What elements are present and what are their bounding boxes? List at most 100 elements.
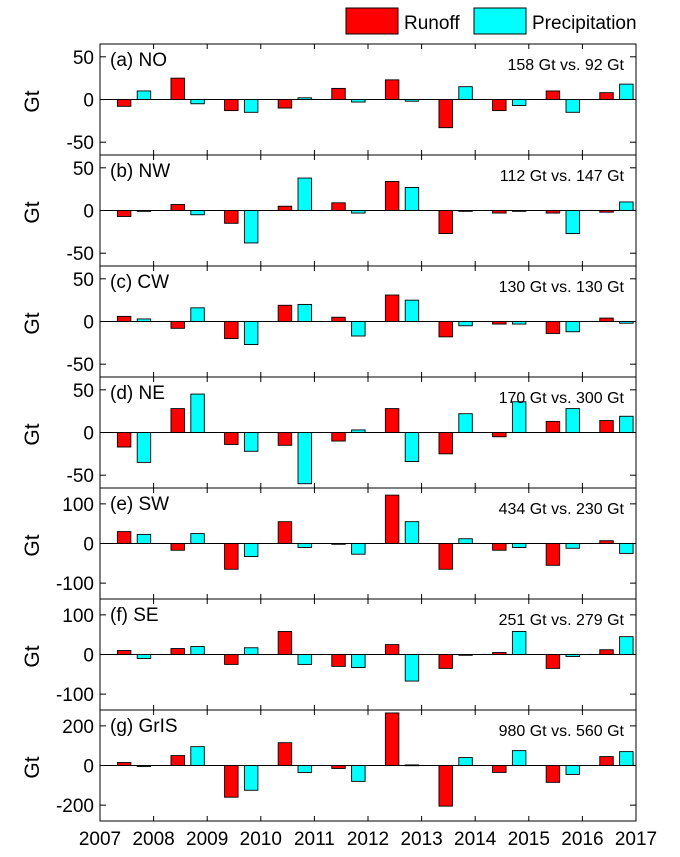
y-tick-label: 200 (62, 717, 94, 738)
runoff-bar (331, 316, 346, 322)
x-axis: 2007 2008 2009 2010 2011 2012 2013 2014 2015 2016… (79, 829, 657, 850)
precipitation-bar (565, 765, 580, 775)
y-tick-label: -100 (56, 685, 94, 706)
y-tick-label: 50 (73, 48, 94, 69)
precipitation-bar (190, 533, 205, 544)
runoff-bar (170, 408, 185, 433)
chart-panel: 50 0 -50 (d) NE 170 Gt vs. 300 Gt Gt (21, 376, 637, 489)
panel-annotation: 158 Gt vs. 92 Gt (508, 57, 625, 74)
precipitation-bar (243, 765, 259, 791)
y-axis-label: Gt (21, 756, 44, 778)
runoff-bar (224, 654, 239, 665)
precipitation-bar (297, 654, 312, 665)
precipitation-bar (619, 415, 634, 433)
runoff-bar (384, 644, 400, 655)
panel-annotation: 251 Gt vs. 279 Gt (499, 612, 625, 629)
y-axis-label: Gt (21, 90, 44, 112)
runoff-bar (492, 543, 507, 551)
chart-panel: 200 0 -200 (g) GrIS 980 Gt vs. 560 Gt Gt (21, 709, 637, 822)
runoff-bar (384, 494, 400, 544)
y-axis-label: Gt (21, 312, 44, 334)
chart-panels: 50 0 -50 (a) NO 158 Gt vs. 92 Gt Gt 50 0 -50 (b) … (21, 43, 637, 822)
precipitation-bar (136, 318, 152, 322)
precipitation-bar (404, 99, 420, 102)
runoff-bar (599, 420, 614, 433)
y-tick-label: 0 (83, 646, 94, 667)
legend-label-runoff: Runoff (404, 13, 460, 34)
runoff-bar (545, 543, 561, 566)
precipitation-bar (619, 543, 634, 554)
precipitation-bar (297, 303, 312, 322)
runoff-bar (438, 654, 453, 669)
precipitation-bar (190, 210, 205, 216)
precipitation-bar (619, 83, 634, 100)
precipitation-bar (190, 746, 205, 766)
precipitation-bar (297, 543, 312, 548)
precipitation-bar (136, 432, 152, 463)
runoff-bar (331, 432, 346, 442)
precipitation-bar (458, 538, 473, 544)
y-tick-label: 50 (73, 381, 94, 402)
y-tick-label: -50 (67, 466, 94, 487)
runoff-bar (545, 321, 561, 334)
precipitation-bar (351, 654, 366, 669)
runoff-bar (545, 210, 561, 214)
panel-label: (g) GrIS (110, 716, 178, 737)
precipitation-bar (511, 210, 527, 212)
runoff-bar (492, 765, 507, 773)
y-tick-label: 100 (62, 606, 94, 627)
precipitation-bar (136, 90, 152, 100)
runoff-bar (599, 317, 614, 322)
y-tick-label: 0 (83, 313, 94, 334)
precipitation-bar (190, 307, 205, 322)
runoff-bar (384, 294, 400, 322)
runoff-bar (599, 649, 614, 655)
precipitation-bar (136, 654, 152, 659)
y-tick-label: -50 (67, 133, 94, 154)
precipitation-bar (297, 765, 312, 773)
precipitation-bar (404, 432, 420, 462)
precipitation-bar (458, 321, 473, 327)
panel-annotation: 980 Gt vs. 560 Gt (499, 723, 625, 740)
panel-label: (b) NW (110, 161, 170, 182)
runoff-bar (492, 432, 507, 438)
runoff-bar (438, 99, 453, 129)
runoff-bar (599, 210, 614, 213)
precipitation-bar (243, 647, 259, 655)
runoff-bar (116, 650, 132, 655)
legend-swatch-runoff (345, 7, 399, 35)
runoff-bar (545, 654, 561, 669)
x-tick-label: 2014 (454, 829, 497, 850)
runoff-bar (331, 654, 346, 667)
runoff-bar (277, 432, 293, 446)
runoff-bar (545, 765, 561, 783)
runoff-bar (599, 756, 614, 766)
chart-panel: 100 0 -100 (f) SE 251 Gt vs. 279 Gt Gt (21, 598, 637, 711)
y-tick-label: -50 (67, 244, 94, 265)
runoff-bar (116, 531, 132, 544)
x-tick-label: 2015 (508, 829, 550, 850)
chart-panel: 100 0 -100 (e) SW 434 Gt vs. 230 Gt Gt (21, 487, 637, 600)
precipitation-bar (351, 99, 366, 103)
precipitation-bar (243, 321, 259, 346)
runoff-bar (492, 652, 507, 655)
runoff-bar (384, 79, 400, 100)
runoff-bar (170, 648, 185, 655)
runoff-bar (545, 90, 561, 100)
y-tick-label: 100 (62, 495, 94, 516)
panel-label: (a) NO (110, 50, 167, 71)
precipitation-bar (190, 393, 205, 433)
precipitation-bar (243, 99, 259, 113)
chart-panel: 50 0 -50 (b) NW 112 Gt vs. 147 Gt Gt (21, 154, 637, 267)
precipitation-bar (458, 757, 473, 766)
precipitation-bar (243, 543, 259, 558)
precipitation-bar (404, 186, 420, 211)
precipitation-bar (458, 654, 473, 656)
runoff-bar (224, 99, 239, 112)
y-tick-label: 0 (83, 424, 94, 445)
runoff-bar (116, 432, 132, 448)
precipitation-bar (511, 750, 527, 766)
y-tick-label: 50 (73, 159, 94, 180)
x-tick-label: 2008 (132, 829, 174, 850)
y-axis-label: Gt (21, 534, 44, 556)
